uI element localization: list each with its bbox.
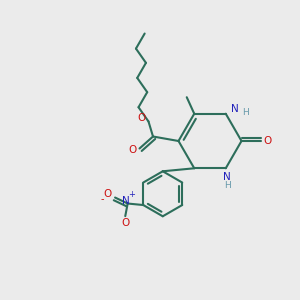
Text: N: N [224,172,231,182]
Text: -: - [101,194,104,204]
Text: O: O [121,218,129,228]
Text: O: O [138,113,146,123]
Text: N: N [122,196,130,206]
Text: H: H [242,108,249,117]
Text: N: N [232,104,239,114]
Text: O: O [129,145,137,155]
Text: H: H [224,181,231,190]
Text: O: O [103,189,112,199]
Text: +: + [128,190,135,199]
Text: O: O [263,136,272,146]
